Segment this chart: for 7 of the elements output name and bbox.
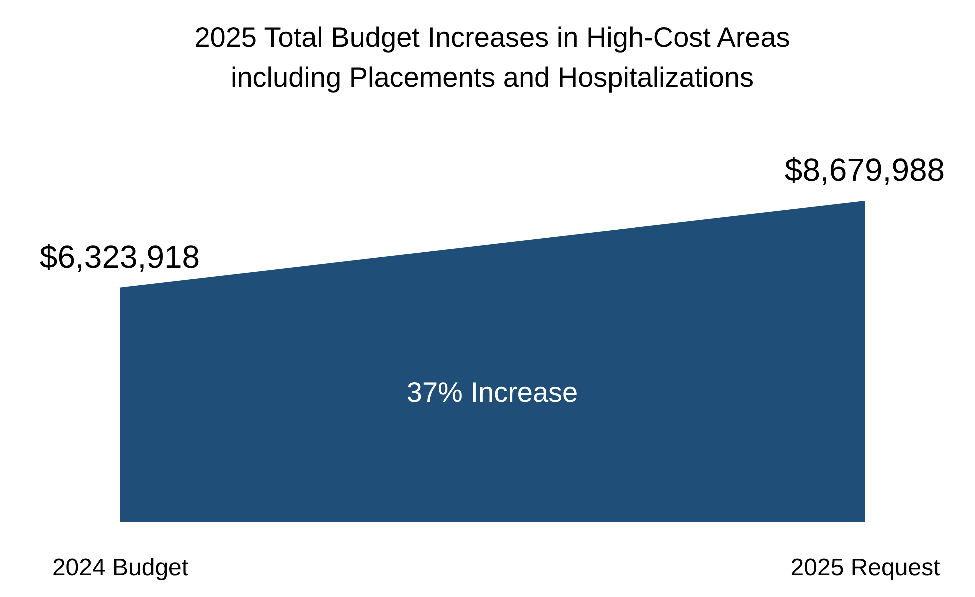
x-tick-label: 2024 Budget [52,554,189,582]
x-tick-label: 2025 Request [790,554,941,582]
annotation: 37% Increase [406,377,578,408]
data-label: $8,679,988 [784,152,946,188]
text: 2025 Total Budget Increases in High-Cost Areas [194,22,790,53]
data-label: $6,323,918 [40,238,200,275]
text: including Placements and Hospitalizations [231,62,754,93]
